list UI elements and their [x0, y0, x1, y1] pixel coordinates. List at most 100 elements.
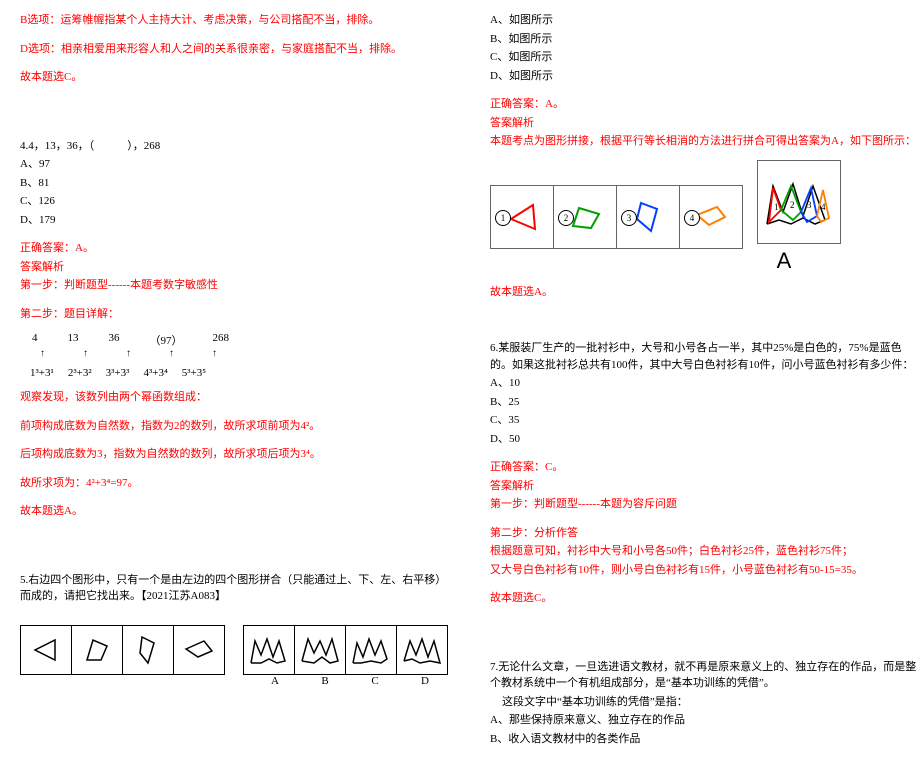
- q7-opt: A、那些保持原来意义、独立存在的作品: [490, 712, 920, 729]
- circle-number-icon: 2: [558, 210, 574, 226]
- shape-icon: [136, 635, 160, 665]
- zigzag-icon: [351, 635, 391, 665]
- q4-answer: 正确答案：A。: [20, 240, 450, 257]
- q4-number-row: 4 13 36 （97） 268: [20, 332, 450, 348]
- q4-exp: 5³+3⁵: [182, 367, 206, 379]
- shape-icon: [633, 199, 663, 235]
- q5-figure-row: [20, 625, 450, 675]
- q5-label: D: [400, 675, 450, 687]
- q4-title: 4.4，13，36，（ ），268: [20, 138, 450, 155]
- answer-big-label: A: [743, 248, 825, 274]
- left-column: B选项：运筹帷幄指某个人主持大计、考虑决策，与公司搭配不当，排除。 D选项：相亲…: [20, 10, 450, 749]
- q4-choose: 故本题选A。: [20, 503, 450, 520]
- q5-label: B: [300, 675, 350, 687]
- q4-final: 故所求项为：4²+3⁴=97。: [20, 475, 450, 492]
- q5-cell: [72, 626, 123, 674]
- q5-title: 5.右边四个图形中，只有一个是由左边的四个图形拼合（只能通过上、下、左、右平移）…: [20, 572, 450, 605]
- q5-cell: [397, 626, 447, 674]
- q5-cell: [123, 626, 174, 674]
- answer-cell: 1: [491, 186, 554, 248]
- opt-line: C、如图所示: [490, 49, 920, 66]
- answer-figure-row: 1 2 3 4: [490, 160, 920, 274]
- q7-sub: 这段文字中“基本功训练的凭借”是指：: [490, 694, 920, 711]
- opt-line: D、如图所示: [490, 68, 920, 85]
- q4-back: 后项构成底数为3，指数为自然数的数列，故所求项后项为3⁴。: [20, 446, 450, 463]
- q4-step2: 第二步：题目详解：: [20, 306, 450, 323]
- up-arrow-icon: ↑: [40, 348, 45, 359]
- b-option: B选项：运筹帷幄指某个人主持大计、考虑决策，与公司搭配不当，排除。: [20, 12, 450, 29]
- q4-opt-b: B、81: [20, 175, 450, 192]
- svg-text:3: 3: [807, 200, 812, 210]
- q4-num: 268: [213, 332, 230, 348]
- svg-text:1: 1: [774, 202, 779, 212]
- q4-step1: 第一步：判断题型------本题考数字敏感性: [20, 277, 450, 294]
- ans-exp: 本题考点为图形拼接，根据平行等长相消的方法进行拼合可得出答案为A，如下图所示：: [490, 133, 920, 150]
- q4-num: 13: [68, 332, 79, 348]
- circle-number-icon: 4: [684, 210, 700, 226]
- zigzag-icon: [300, 635, 340, 665]
- answer-cell: 2: [554, 186, 617, 248]
- q6-opt: B、25: [490, 394, 920, 411]
- q5-label: C: [350, 675, 400, 687]
- right-column: A、如图所示 B、如图所示 C、如图所示 D、如图所示 正确答案：A。 答案解析…: [490, 10, 920, 749]
- q4-exp: 2³+3²: [68, 367, 92, 379]
- svg-text:2: 2: [790, 200, 795, 210]
- q4-opt-a: A、97: [20, 156, 450, 173]
- q6-exp-label: 答案解析: [490, 478, 920, 495]
- answer-group: 1 2 3 4: [490, 185, 743, 249]
- q4-num: （97）: [150, 332, 183, 348]
- q4-arrows-row: ↑ ↑ ↑ ↑ ↑: [20, 348, 450, 359]
- up-arrow-icon: ↑: [83, 348, 88, 359]
- q4-num: 4: [32, 332, 38, 348]
- zigzag-icon: [402, 635, 442, 665]
- shape-icon: [83, 636, 111, 664]
- d-option: D选项：相亲相爱用来形容人和人之间的关系很亲密，与家庭搭配不当，排除。: [20, 41, 450, 58]
- q4-exp-label: 答案解析: [20, 259, 450, 276]
- q6-opt: C、35: [490, 412, 920, 429]
- q5-right-group: [243, 625, 448, 675]
- up-arrow-icon: ↑: [169, 348, 174, 359]
- up-arrow-icon: ↑: [126, 348, 131, 359]
- q7-opt: B、收入语文教材中的各类作品: [490, 731, 920, 748]
- q4-num: 36: [109, 332, 120, 348]
- q5-labels: A B C D: [226, 675, 450, 687]
- q4-exp: 3³+3³: [106, 367, 130, 379]
- circle-number-icon: 3: [621, 210, 637, 226]
- answer-big-cell: 1 2 3 4: [757, 160, 841, 244]
- opt-line: A、如图所示: [490, 12, 920, 29]
- q7-title: 7.无论什么文章，一旦选进语文教材，就不再是原来意义上的、独立存在的作品，而是整…: [490, 659, 920, 692]
- q4-front: 前项构成底数为自然数，指数为2的数列，故所求项前项为4²。: [20, 418, 450, 435]
- q6-l1: 根据题意可知，衬衫中大号和小号各50件；白色衬衫25件，蓝色衬衫75件；: [490, 543, 920, 560]
- q6-title: 6.某服装厂生产的一批衬衫中，大号和小号各占一半，其中25%是白色的，75%是蓝…: [490, 340, 920, 373]
- combined-shape-icon: 1 2 3 4: [763, 176, 835, 228]
- q4-exp: 4³+3⁴: [143, 367, 167, 379]
- q5-cell: [346, 626, 397, 674]
- choose-a: 故本题选A。: [490, 284, 920, 301]
- q5-left-group: [20, 625, 225, 675]
- answer-cell: 4: [680, 186, 742, 248]
- q5-label: A: [250, 675, 300, 687]
- opt-line: B、如图所示: [490, 31, 920, 48]
- q5-cell: [21, 626, 72, 674]
- q4-exp: 1³+3¹: [30, 367, 54, 379]
- zigzag-icon: [249, 635, 289, 665]
- q6-l2: 又大号白色衬衫有10件，则小号白色衬衫有15件，小号蓝色衬衫有50-15=35。: [490, 562, 920, 579]
- triangle-icon: [31, 638, 61, 662]
- shape-icon: [184, 639, 214, 661]
- q4-opt-c: C、126: [20, 193, 450, 210]
- q5-cell: [295, 626, 346, 674]
- q4-exp-row: 1³+3¹ 2³+3² 3³+3³ 4³+3⁴ 5³+3⁵: [20, 367, 450, 379]
- ans-a: 正确答案：A。: [490, 96, 920, 113]
- circle-number-icon: 1: [495, 210, 511, 226]
- q6-step1: 第一步：判断题型------本题为容斥问题: [490, 496, 920, 513]
- q4-opt-d: D、179: [20, 212, 450, 229]
- q6-choose: 故本题选C。: [490, 590, 920, 607]
- answer-big-wrap: 1 2 3 4 A: [743, 160, 841, 274]
- svg-text:4: 4: [821, 202, 826, 212]
- ans-exp-label: 答案解析: [490, 115, 920, 132]
- up-arrow-icon: ↑: [212, 348, 217, 359]
- answer-cell: 3: [617, 186, 680, 248]
- q5-cell: [174, 626, 224, 674]
- q6-opt: A、10: [490, 375, 920, 392]
- q5-labels-wrap: A B C D: [20, 675, 450, 687]
